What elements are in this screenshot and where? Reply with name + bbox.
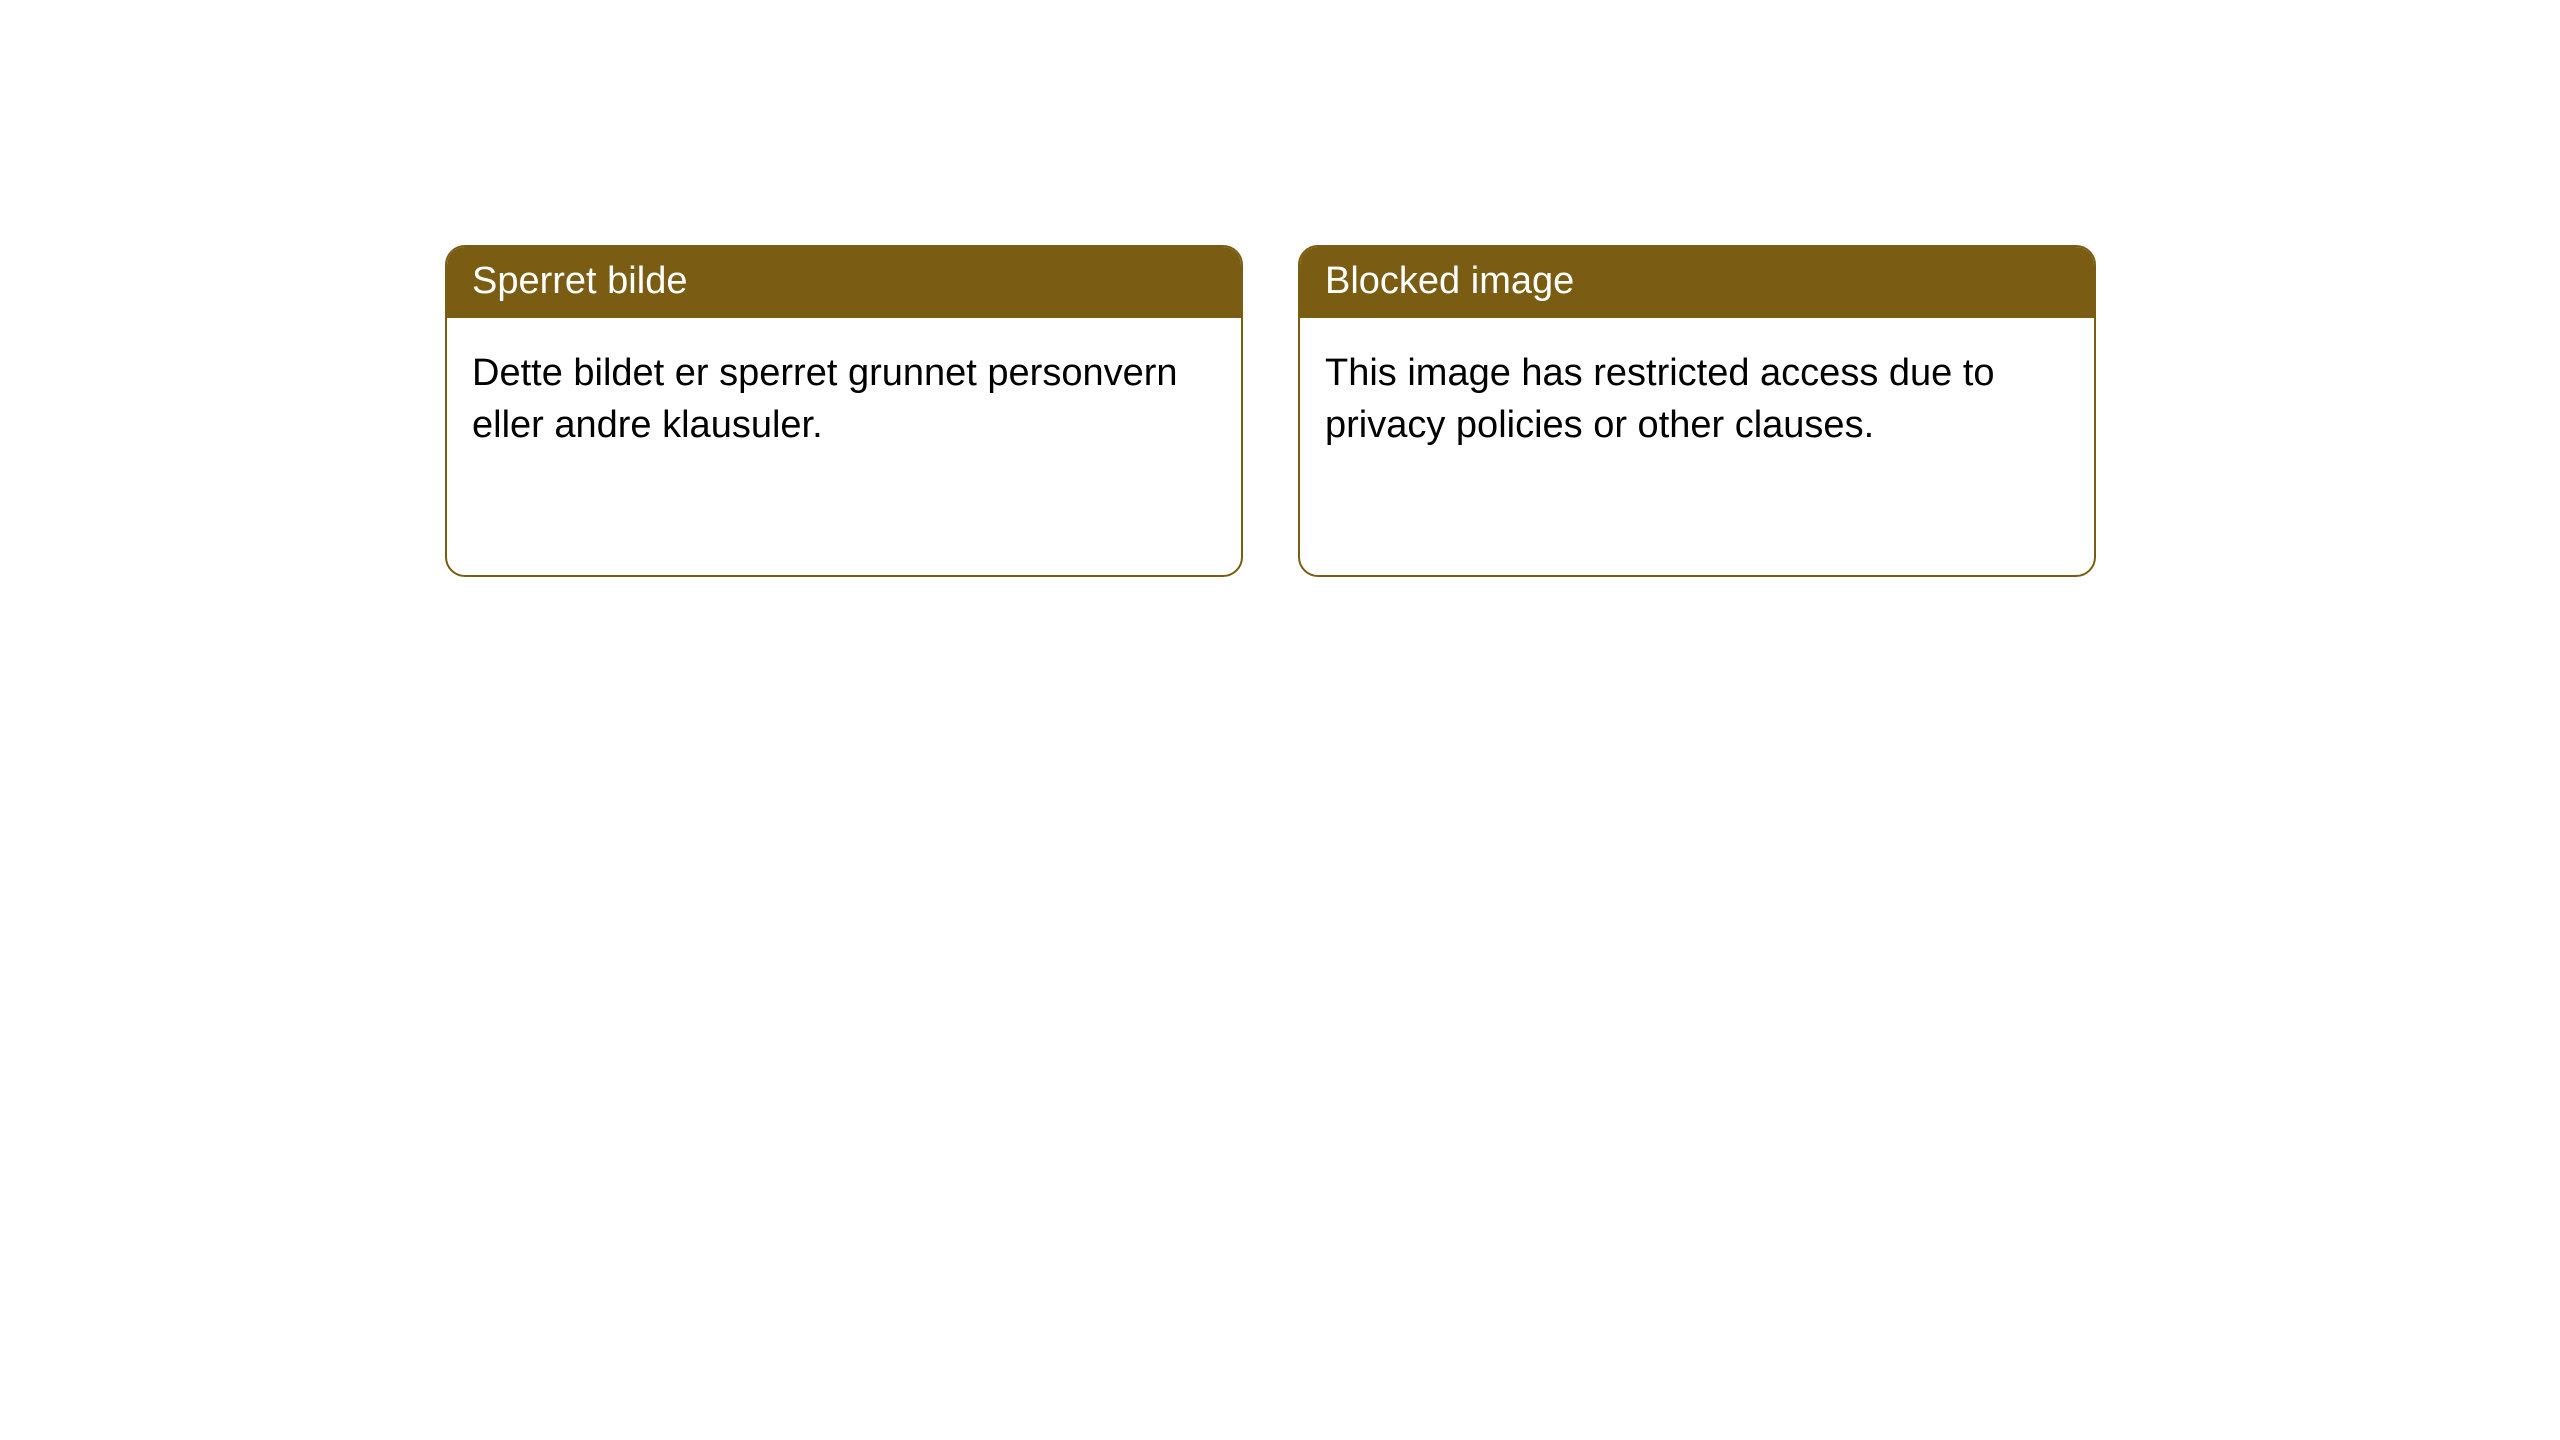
notice-card-norwegian: Sperret bilde Dette bildet er sperret gr… bbox=[445, 245, 1243, 577]
notices-container: Sperret bilde Dette bildet er sperret gr… bbox=[0, 0, 2560, 577]
notice-title: Sperret bilde bbox=[472, 260, 687, 302]
notice-card-english: Blocked image This image has restricted … bbox=[1298, 245, 2096, 577]
notice-header: Sperret bilde bbox=[447, 247, 1241, 318]
notice-body: Dette bildet er sperret grunnet personve… bbox=[447, 318, 1241, 481]
notice-title: Blocked image bbox=[1325, 260, 1574, 302]
notice-text: This image has restricted access due to … bbox=[1325, 352, 1995, 445]
notice-header: Blocked image bbox=[1300, 247, 2094, 318]
notice-text: Dette bildet er sperret grunnet personve… bbox=[472, 352, 1178, 445]
notice-body: This image has restricted access due to … bbox=[1300, 318, 2094, 481]
